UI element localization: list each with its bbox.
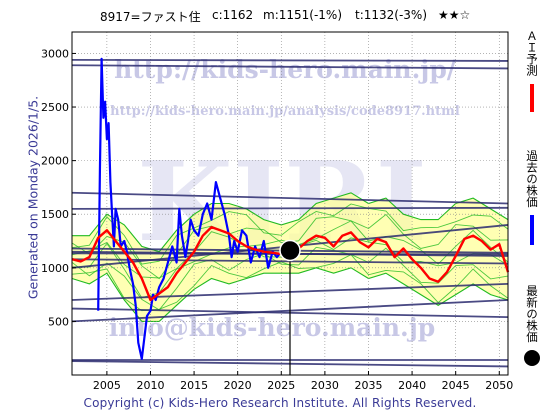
y-tick-label-3000: 3000 (41, 47, 69, 60)
legend-latest-price-dot (524, 350, 540, 367)
mid-forecast: m:1151(-1%) (263, 8, 343, 22)
x-tick-label-2045: 2045 (442, 379, 470, 392)
legend-ai-forecast-label: ＡＩ予測 (525, 30, 539, 76)
current-price: c:1162 (212, 8, 254, 22)
legend-ai-forecast-swatch (530, 83, 534, 112)
watermark-url-analysis: http://kids-hero.main.jp/analysis/code89… (110, 104, 460, 119)
rating-stars: ★★☆ (438, 8, 471, 22)
x-tick-label-2030: 2030 (311, 379, 339, 392)
x-tick-label-2025: 2025 (267, 379, 295, 392)
y-tick-label-1000: 1000 (41, 262, 69, 275)
generated-date-label: Generated on Monday 2026/1/5. (25, 95, 41, 300)
x-tick-label-2015: 2015 (180, 379, 208, 392)
past-price-line (97, 57, 283, 360)
x-tick-label-2050: 2050 (485, 379, 513, 392)
trend-line-3 (71, 191, 509, 205)
legend-past-price: 過去の株価 (514, 150, 540, 280)
y-tick-label-2500: 2500 (41, 101, 69, 114)
legend-past-price-swatch (530, 215, 534, 246)
y-tick-label-500: 500 (48, 315, 69, 328)
trend-line-4 (71, 206, 509, 210)
trend-line-2 (71, 64, 509, 70)
legend-past-price-label: 過去の株価 (525, 150, 539, 208)
x-tick-label-2010: 2010 (136, 379, 164, 392)
target-forecast: t:1132(-3%) (355, 8, 428, 22)
y-tick-label-1500: 1500 (41, 208, 69, 221)
x-tick-label-2040: 2040 (398, 379, 426, 392)
latest-price-dot (279, 239, 301, 262)
trend-line-1 (71, 58, 509, 62)
copyright-notice: Copyright (c) Kids-Hero Research Institu… (83, 396, 477, 410)
chart-header: 8917=ファスト住 c:1162 m:1151(-1%) t:1132(-3%… (0, 0, 560, 32)
x-tick-label-2005: 2005 (93, 379, 121, 392)
legend-latest-price: 最新の株価 (514, 285, 540, 405)
x-tick-label-2035: 2035 (354, 379, 382, 392)
x-tick-label-2020: 2020 (224, 379, 252, 392)
axes: 2005 2010 2015 2020 2025 2030 2035 2040 2045 2050… (41, 31, 513, 392)
latest-price-marker (279, 239, 301, 375)
band-line-6 (71, 203, 509, 265)
legend-ai-forecast: ＡＩ予測 (514, 30, 540, 160)
legend-latest-price-label: 最新の株価 (525, 285, 539, 343)
y-tick-label-2000: 2000 (41, 155, 69, 168)
band-edge-high (72, 192, 509, 253)
ticker-label: 8917=ファスト住 (100, 10, 201, 24)
